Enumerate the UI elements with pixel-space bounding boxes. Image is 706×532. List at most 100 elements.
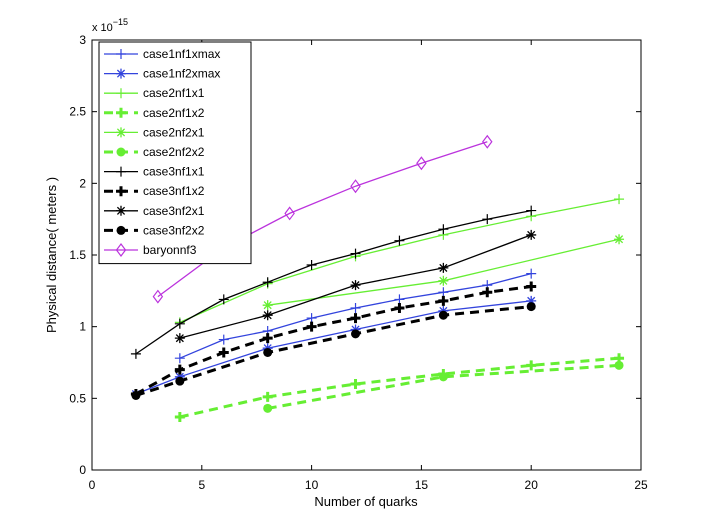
legend-label: case3nf2x1 — [143, 204, 205, 218]
data-point-case3nf1x1-4 — [306, 260, 317, 271]
data-point-case3nf2x2-4 — [438, 310, 448, 320]
y-tick-label: 0 — [79, 463, 86, 477]
data-point-case3nf1x2-3 — [262, 333, 273, 344]
y-tick-label: 1 — [79, 320, 86, 334]
data-point-baryonnf3-2 — [284, 206, 295, 221]
legend-item-case3nf1x2: case3nf1x2 — [104, 184, 205, 198]
y-exponent-label: x 10−15 — [92, 17, 128, 34]
legend-label: case2nf1x1 — [143, 86, 205, 100]
legend-label: case2nf2x2 — [143, 145, 205, 159]
data-point-case3nf2x1-1 — [262, 310, 273, 321]
legend-marker-case3nf2x2 — [116, 225, 126, 235]
data-point-case2nf2x1-1 — [438, 275, 449, 286]
data-point-case3nf1x1-0 — [130, 348, 141, 359]
y-exponent-power: −15 — [113, 17, 128, 27]
x-tick-label: 10 — [305, 478, 319, 492]
data-point-case3nf1x2-8 — [482, 287, 493, 298]
data-point-case3nf2x1-3 — [438, 262, 449, 273]
series-line-case2nf1x2 — [179, 356, 620, 419]
series-line-case1nf2xmax — [135, 300, 532, 395]
data-point-case3nf2x2-1 — [175, 376, 185, 386]
data-point-case1nf1xmax-0 — [174, 353, 185, 364]
legend-label: baryonnf3 — [143, 243, 197, 257]
legend-marker-case1nf2xmax — [116, 68, 126, 79]
series-case2nf2x2 — [263, 360, 624, 413]
legend-item-case3nf1x1: case3nf1x1 — [104, 165, 205, 179]
series-line-case3nf2x2 — [135, 305, 532, 397]
legend-label: case3nf1x2 — [143, 184, 205, 198]
series-line-case3nf1x2 — [135, 285, 532, 396]
data-point-case3nf1x1-5 — [350, 248, 361, 259]
legend-label: case3nf1x1 — [143, 165, 205, 179]
series-case3nf2x2 — [131, 302, 536, 400]
y-tick-label: 2 — [79, 176, 86, 190]
data-point-case3nf2x2-0 — [131, 390, 141, 400]
legend-label: case1nf1xmax — [143, 47, 220, 61]
series-case2nf2x1 — [262, 234, 625, 311]
legend-item-case2nf2x1: case2nf2x1 — [104, 125, 205, 139]
series-case3nf1x2 — [130, 281, 537, 400]
y-axis-label: Physical distance( meters ) — [44, 177, 59, 333]
data-point-case3nf1x1-7 — [438, 224, 449, 235]
legend-marker-case3nf1x1 — [116, 166, 126, 177]
legend-marker-case2nf1x2 — [116, 107, 126, 118]
data-point-case2nf1x2-0 — [174, 411, 185, 422]
legend-item-case2nf1x1: case2nf1x1 — [104, 86, 205, 100]
y-tick-label: 2.5 — [69, 105, 86, 119]
legend: case1nf1xmax case1nf2xmax case2nf1x1 case2n… — [98, 41, 252, 265]
y-tick-label: 0.5 — [69, 391, 86, 405]
legend-label: case3nf2x2 — [143, 223, 205, 237]
data-point-case1nf1xmax-3 — [306, 313, 317, 324]
data-point-case2nf2x2-0 — [263, 403, 273, 413]
data-point-case3nf1x2-2 — [218, 347, 229, 358]
legend-marker-baryonnf3 — [115, 243, 127, 257]
data-point-case3nf2x1-0 — [174, 333, 185, 344]
legend-item-case2nf2x2: case2nf2x2 — [104, 145, 205, 159]
data-point-case3nf2x1-2 — [350, 280, 361, 291]
data-point-case3nf1x1-8 — [482, 214, 493, 225]
x-axis-label: Number of quarks — [314, 494, 418, 509]
legend-marker-case2nf2x1 — [116, 127, 126, 138]
data-point-case2nf2x2-1 — [438, 372, 448, 382]
data-point-case2nf2x1-2 — [614, 234, 625, 245]
data-point-case3nf2x2-5 — [526, 302, 536, 312]
x-tick-label: 20 — [525, 478, 539, 492]
series-case1nf1xmax — [174, 268, 537, 364]
data-point-baryonnf3-5 — [482, 134, 493, 149]
data-point-case3nf2x2-3 — [351, 329, 361, 339]
data-point-case2nf1x2-4 — [526, 360, 537, 371]
y-tick-label: 1.5 — [69, 248, 86, 262]
legend-marker-case3nf1x2 — [116, 186, 126, 197]
x-tick-label: 5 — [198, 478, 205, 492]
data-point-case1nf1xmax-1 — [218, 334, 229, 345]
legend-item-case3nf2x1: case3nf2x1 — [104, 204, 205, 218]
data-point-case3nf1x1-2 — [218, 294, 229, 305]
y-exponent-base: x 10 — [92, 22, 113, 34]
data-point-case3nf1x2-6 — [394, 303, 405, 314]
data-point-baryonnf3-3 — [350, 179, 361, 194]
x-tick-label: 25 — [634, 478, 648, 492]
series-case3nf2x1 — [174, 229, 537, 344]
data-point-case1nf1xmax-4 — [350, 303, 361, 314]
data-point-case3nf1x2-4 — [306, 321, 317, 332]
legend-marker-case1nf1xmax — [116, 49, 126, 59]
data-point-case3nf2x2-2 — [263, 347, 273, 357]
data-point-case1nf1xmax-6 — [438, 287, 449, 298]
data-point-case2nf1x1-5 — [614, 194, 625, 205]
data-point-case1nf2xmax-5 — [526, 295, 537, 306]
axis-ticks: 0 5 10 15 20 25 0 0.5 1 1.5 2 2.5 3 — [69, 33, 648, 492]
x-tick-label: 15 — [415, 478, 429, 492]
data-point-case1nf1xmax-5 — [394, 294, 405, 305]
legend-marker-case2nf2x2 — [116, 147, 126, 157]
data-point-case2nf1x2-2 — [350, 379, 361, 389]
data-point-case3nf1x2-1 — [174, 364, 185, 375]
data-point-case3nf1x1-1 — [174, 318, 185, 329]
data-point-case3nf1x1-3 — [262, 277, 273, 288]
data-point-case1nf1xmax-8 — [526, 268, 537, 279]
x-tick-label: 0 — [89, 478, 96, 492]
data-point-case3nf1x1-9 — [526, 205, 537, 216]
y-tick-label: 3 — [79, 33, 86, 47]
data-point-baryonnf3-4 — [416, 156, 427, 171]
legend-item-case3nf2x2: case3nf2x2 — [104, 223, 205, 237]
